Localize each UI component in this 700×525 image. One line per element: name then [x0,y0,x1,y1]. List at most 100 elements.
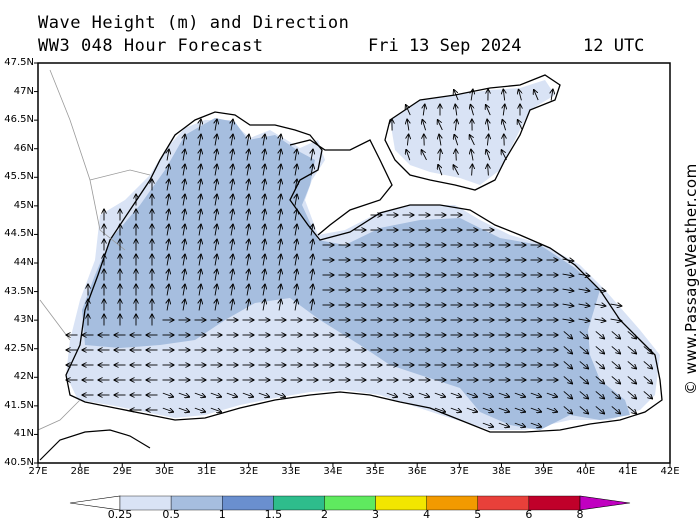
wave-arrow [438,120,443,131]
wave-arrow [167,225,169,236]
colorbar-high-triangle [579,495,631,511]
wave-arrow [418,392,429,397]
wave-arrow [194,392,205,397]
wave-arrow [611,391,620,398]
wave-arrow [453,165,459,176]
wave-arrow [199,255,201,266]
wave-arrow [167,165,169,176]
wave-arrow [610,304,622,306]
lat-label: 45N [13,199,34,211]
axis-ticks [34,62,671,467]
wave-arrow [563,331,572,338]
wave-arrow [466,407,477,412]
wave-arrow [579,376,588,383]
wave-arrow [502,120,505,131]
wave-arrow [579,406,588,413]
wave-arrow [498,407,509,412]
wave-arrow [595,391,604,398]
wave-arrow [471,90,473,101]
lat-label: 45.5N [4,171,34,183]
wave-arrow [231,210,233,221]
wave-arrow [579,361,588,368]
wave-arrow [231,225,233,236]
wave-arrow [295,255,297,266]
forecast-date: Fri 13 Sep 2024 [368,36,522,56]
wave-arrow [551,90,553,101]
forecast-time: 12 UTC [583,36,645,56]
wave-arrow [562,319,574,321]
wave-arrow [498,422,509,427]
wave-arrow [311,165,313,176]
wave-arrow [563,391,572,398]
wave-arrow [311,225,313,236]
wave-arrow [466,392,477,397]
wave-arrow [455,105,457,116]
wave-arrow [263,270,265,281]
wave-arrow [199,270,201,281]
wave-arrow [263,285,265,296]
wave-arrow [627,361,636,368]
wave-arrow [482,392,493,397]
wave-arrow [183,285,185,296]
wave-arrow [199,225,201,236]
wave-arrow [563,361,572,368]
wave-arrow [502,150,507,161]
wave-arrow [247,270,249,281]
wave-arrow [295,195,297,206]
lon-label: 29E [112,466,132,477]
wave-arrow [183,210,185,221]
wave-arrow [595,406,604,413]
colorbar-label: 3 [372,508,380,521]
wave-arrow [215,225,217,236]
wave-arrow [627,376,636,383]
wave-arrow [503,90,504,101]
wave-arrow [279,240,281,251]
wave-arrow [183,135,185,146]
wave-arrow [611,361,620,368]
wave-arrow [183,240,185,251]
wave-arrow [167,210,169,221]
wave-arrow [231,135,233,146]
wave-arrow [279,255,281,266]
wave-arrow [450,407,461,412]
colorbar-label: 4 [423,508,431,521]
lon-label: 37E [449,466,469,477]
wave-arrow [406,150,410,161]
lon-label: 32E [239,466,259,477]
azov-coast [384,74,561,191]
border-lines [38,69,151,431]
wave-arrow [279,150,281,161]
wave-arrow [563,346,572,353]
wave-arrow [455,120,456,131]
wave-arrow [183,300,185,311]
wave-arrow [579,346,588,353]
wave-arrow [279,180,281,191]
wave-direction-arrows [67,90,653,427]
wave-arrow [454,90,459,101]
wave-arrow [611,376,620,383]
wave-arrow [279,285,281,296]
colorbar-label: 1.5 [264,508,283,521]
wave-arrow [579,331,588,338]
lon-label: 30E [154,466,174,477]
lon-label: 36E [407,466,427,477]
wave-arrow [295,210,297,221]
wave-arrow [199,150,201,161]
wave-arrow [263,180,265,191]
lon-label: 31E [197,466,217,477]
wave-arrow [311,285,313,296]
lon-label: 34E [323,466,343,477]
wave-arrow [247,225,249,236]
wave-arrow [167,150,169,161]
wave-arrow [422,120,425,131]
wave-arrow [610,319,622,321]
wave-arrow [407,135,408,146]
colorbar-label: 1 [218,508,226,521]
wave-arrow [263,150,265,161]
wave-arrow [595,376,604,383]
wave-arrow [643,346,652,353]
wave-arrow [578,319,590,321]
lat-label: 41N [13,428,34,440]
wave-arrow [215,285,217,296]
lat-label: 41.5N [4,399,34,411]
